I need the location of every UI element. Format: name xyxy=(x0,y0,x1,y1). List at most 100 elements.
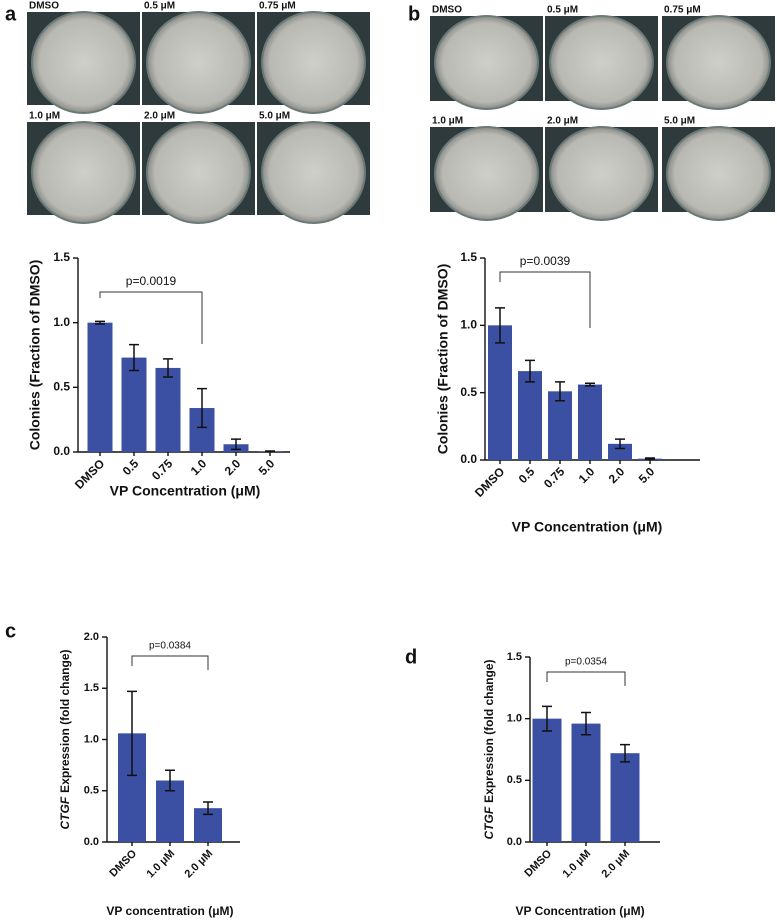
image-label: 0.75 μM xyxy=(259,1,296,12)
error-bar xyxy=(265,450,275,453)
x-tick-label: 1.0 xyxy=(576,464,598,486)
bar xyxy=(488,325,512,460)
x-tick-label: 1.0 xyxy=(188,456,210,478)
image-label: 1.0 μM xyxy=(432,116,463,127)
y-axis-label-text: Expression (fold change) xyxy=(482,659,496,802)
well xyxy=(549,126,654,221)
p-value: p=0.0019 xyxy=(126,274,177,288)
y-tick-label: 1.5 xyxy=(84,682,99,694)
bar xyxy=(571,723,601,842)
bar xyxy=(532,718,562,842)
image-label: 1.0 μM xyxy=(29,111,60,122)
y-tick-label: 0.5 xyxy=(460,385,477,399)
y-tick-label: 1.5 xyxy=(53,250,70,264)
error-bar xyxy=(555,381,565,402)
y-axis-label-gene: CTGF xyxy=(482,806,496,839)
error-bar xyxy=(620,743,630,763)
bar xyxy=(518,371,542,460)
x-tick-label: 2.0 xyxy=(222,456,244,478)
panel-label: a xyxy=(5,3,17,25)
panel-label: b xyxy=(408,3,420,25)
panel-label: d xyxy=(405,646,417,668)
image-label: 5.0 μM xyxy=(259,111,290,122)
significance-bracket xyxy=(546,671,626,686)
x-tick-label: 0.75 xyxy=(541,464,568,491)
x-tick-label: 0.75 xyxy=(149,456,176,483)
error-bar xyxy=(203,801,213,816)
error-bar xyxy=(127,690,137,777)
x-tick-label: DMSO xyxy=(72,456,107,491)
image-label: DMSO xyxy=(29,1,59,12)
panel-label: c xyxy=(5,620,16,642)
y-tick-label: 0.5 xyxy=(507,774,522,786)
image-label: 0.75 μM xyxy=(664,5,701,16)
p-value: p=0.0384 xyxy=(149,641,191,652)
y-tick-label: 0.0 xyxy=(53,444,70,458)
bar xyxy=(121,357,147,452)
y-tick-label: 1.0 xyxy=(84,733,99,745)
error-bar xyxy=(585,382,595,387)
bar xyxy=(610,753,640,842)
y-tick-label: 1.0 xyxy=(460,318,477,332)
y-tick-label: 2.0 xyxy=(84,631,99,643)
x-tick-label: 0.5 xyxy=(516,464,538,486)
x-tick-label: DMSO xyxy=(107,847,139,879)
well xyxy=(31,11,136,114)
bar xyxy=(155,367,181,452)
y-axis-label: Colonies (Fraction of DMSO) xyxy=(435,264,451,455)
error-bar xyxy=(95,320,105,325)
y-tick-label: 1.0 xyxy=(507,713,522,725)
y-tick-label: 0.5 xyxy=(84,785,99,797)
well xyxy=(261,121,366,224)
bar xyxy=(87,322,113,452)
x-tick-label: 1.0 μM xyxy=(144,848,177,881)
error-bar xyxy=(615,438,625,450)
error-bar xyxy=(163,358,173,378)
significance-bracket xyxy=(99,291,203,344)
well xyxy=(549,15,654,110)
y-tick-label: 0.0 xyxy=(507,836,522,848)
error-bar xyxy=(542,705,552,732)
y-tick-label: 1.0 xyxy=(53,315,70,329)
x-axis-label: VP Concentration (μM) xyxy=(512,519,663,535)
image-label: 5.0 μM xyxy=(664,116,695,127)
y-axis-label: CTGF Expression (fold change) xyxy=(58,649,72,829)
error-bar xyxy=(197,387,207,429)
error-bar xyxy=(581,711,591,736)
x-tick-label: 5.0 xyxy=(636,464,658,486)
bar xyxy=(548,391,572,460)
well xyxy=(261,11,366,114)
error-bar xyxy=(525,359,535,383)
well xyxy=(31,121,136,224)
x-tick-label: 1.0 μM xyxy=(560,848,593,881)
y-axis-label-gene: CTGF xyxy=(58,796,72,829)
error-bar xyxy=(129,343,139,372)
significance-bracket xyxy=(499,271,591,328)
x-tick-label: 2.0 μM xyxy=(182,848,215,881)
well xyxy=(146,121,251,224)
image-label: 2.0 μM xyxy=(547,116,578,127)
p-value: p=0.0354 xyxy=(565,657,607,668)
significance-bracket xyxy=(131,655,209,670)
well xyxy=(666,126,771,221)
well xyxy=(434,15,539,110)
image-label: 2.0 μM xyxy=(144,111,175,122)
y-tick-label: 0.0 xyxy=(460,452,477,466)
x-tick-label: 2.0 μM xyxy=(599,848,632,881)
x-axis-label: VP Concentration (μM) xyxy=(110,483,261,499)
y-tick-label: 0.5 xyxy=(53,380,70,394)
bar xyxy=(578,384,602,460)
x-tick-label: 5.0 xyxy=(256,456,278,478)
error-bar xyxy=(645,457,655,461)
x-tick-label: 2.0 xyxy=(606,464,628,486)
y-axis-label: Colonies (Fraction of DMSO) xyxy=(27,260,43,451)
y-axis-label-text: Expression (fold change) xyxy=(58,649,72,792)
image-label: DMSO xyxy=(432,5,462,16)
bar xyxy=(608,443,632,460)
y-tick-label: 1.5 xyxy=(507,651,522,663)
y-tick-label: 1.5 xyxy=(460,250,477,264)
y-axis-label: CTGF Expression (fold change) xyxy=(482,659,496,839)
error-bar xyxy=(231,438,241,451)
image-label: 0.5 μM xyxy=(547,5,578,16)
